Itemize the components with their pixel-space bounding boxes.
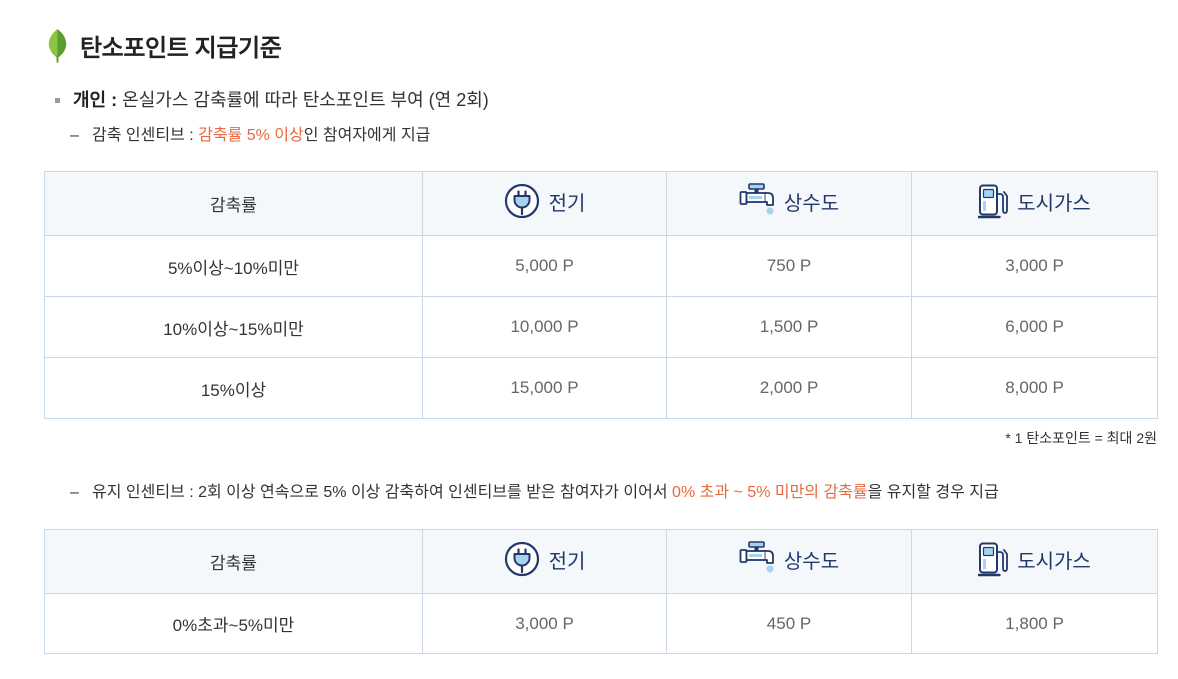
gas-pump-icon [978, 184, 1008, 219]
table-header-row: 감축률 전기 상수도 도시가스 [44, 171, 1158, 236]
header-water-group: 상수도 [739, 187, 839, 216]
rate-cell: 0%초과~5%미만 [44, 593, 423, 654]
header-electricity-group: 전기 [504, 183, 586, 219]
water-points-cell: 2,000 P [666, 357, 912, 419]
rate-cell: 10%이상~15%미만 [44, 296, 423, 358]
electricity-points-cell: 5,000 P [422, 235, 667, 297]
individual-line: 개인 : 온실가스 감축률에 따라 탄소포인트 부여 (연 2회) [55, 88, 489, 112]
reduction-incentive-highlight: 감축률 5% 이상 [198, 127, 304, 144]
rate-cell: 5%이상~10%미만 [44, 235, 423, 297]
faucet-icon [739, 183, 775, 215]
gas-points-cell: 3,000 P [911, 235, 1158, 297]
header-electricity-label: 전기 [548, 550, 586, 573]
maintenance-incentive-text: 2회 이상 연속으로 5% 이상 감축하여 인센티브를 받은 참여자가 이어서 [198, 484, 668, 501]
header-gas: 도시가스 [911, 529, 1158, 594]
header-gas-label: 도시가스 [1017, 550, 1091, 573]
maintenance-incentive-line: – 유지 인센티브 : 2회 이상 연속으로 5% 이상 감축하여 인센티브를 받… [70, 482, 999, 504]
header-water: 상수도 [666, 529, 912, 594]
header-water: 상수도 [666, 171, 912, 236]
header-reduction-rate: 감축률 [44, 171, 423, 236]
maintenance-incentive-suffix: 을 유지할 경우 지급 [867, 484, 999, 501]
gas-points-cell: 1,800 P [911, 593, 1158, 654]
header-electricity: 전기 [422, 171, 667, 236]
table-header-row: 감축률 전기 상수도 도시가스 [44, 529, 1158, 594]
water-points-cell: 750 P [666, 235, 912, 297]
rate-cell: 15%이상 [44, 357, 423, 419]
maintenance-incentive-table: 감축률 전기 상수도 도시가스 0%초 [44, 529, 1158, 654]
gas-points-cell: 8,000 P [911, 357, 1158, 419]
reduction-incentive-label: 감축 인센티브 : [92, 127, 194, 144]
leaf-icon [48, 28, 67, 63]
header-gas-group: 도시가스 [978, 542, 1091, 577]
header-electricity: 전기 [422, 529, 667, 594]
faucet-icon [739, 541, 775, 573]
dash-marker: – [70, 484, 79, 501]
header-gas: 도시가스 [911, 171, 1158, 236]
individual-text: 온실가스 감축률에 따라 탄소포인트 부여 (연 2회) [122, 90, 489, 110]
reduction-incentive-line: – 감축 인센티브 : 감축률 5% 이상인 참여자에게 지급 [70, 125, 431, 147]
header-water-label: 상수도 [783, 192, 840, 215]
header-electricity-label: 전기 [548, 192, 586, 215]
section-title: 탄소포인트 지급기준 [44, 26, 282, 64]
table-row: 10%이상~15%미만 10,000 P 1,500 P 6,000 P [44, 296, 1158, 358]
header-electricity-group: 전기 [504, 541, 586, 577]
header-reduction-rate: 감축률 [44, 529, 423, 594]
reduction-incentive-table: 감축률 전기 상수도 도시가스 5%이 [44, 171, 1158, 419]
table-row: 0%초과~5%미만 3,000 P 450 P 1,800 P [44, 593, 1158, 654]
water-points-cell: 1,500 P [666, 296, 912, 358]
maintenance-incentive-highlight: 0% 초과 ~ 5% 미만의 감축률 [672, 484, 868, 501]
header-gas-group: 도시가스 [978, 184, 1091, 219]
electricity-points-cell: 3,000 P [422, 593, 667, 654]
header-water-label: 상수도 [783, 550, 840, 573]
electricity-points-cell: 15,000 P [422, 357, 667, 419]
table-row: 5%이상~10%미만 5,000 P 750 P 3,000 P [44, 235, 1158, 297]
table-row: 15%이상 15,000 P 2,000 P 8,000 P [44, 357, 1158, 419]
gas-points-cell: 6,000 P [911, 296, 1158, 358]
electricity-points-cell: 10,000 P [422, 296, 667, 358]
plug-icon [504, 183, 540, 219]
individual-label: 개인 : [73, 90, 118, 110]
reduction-incentive-suffix: 인 참여자에게 지급 [303, 127, 431, 144]
plug-icon [504, 541, 540, 577]
square-bullet-icon [55, 98, 60, 103]
page-title: 탄소포인트 지급기준 [80, 34, 282, 62]
dash-marker: – [70, 127, 79, 144]
gas-pump-icon [978, 542, 1008, 577]
water-points-cell: 450 P [666, 593, 912, 654]
header-water-group: 상수도 [739, 545, 839, 574]
header-gas-label: 도시가스 [1017, 192, 1091, 215]
maintenance-incentive-label: 유지 인센티브 : [92, 484, 194, 501]
conversion-note: * 1 탄소포인트 = 최대 2원 [1005, 430, 1157, 446]
